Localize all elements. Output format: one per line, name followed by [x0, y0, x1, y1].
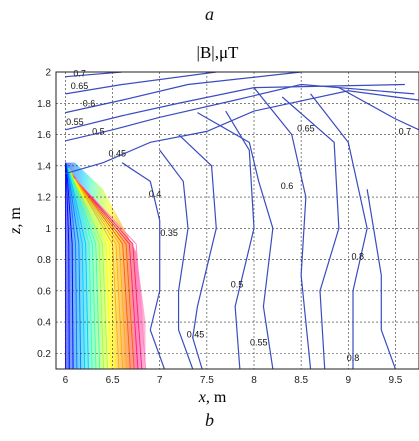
dense-contour-line — [71, 172, 120, 369]
contour-label: 0.7 — [73, 69, 86, 79]
contour-line — [65, 72, 217, 95]
y-tick-label: 0.6 — [37, 286, 51, 297]
x-tick-label: 6 — [63, 375, 69, 386]
x-tick-label: 7 — [157, 375, 163, 386]
dense-contour-line — [68, 167, 93, 369]
dense-contour-line — [72, 175, 131, 369]
dense-contour-line — [71, 173, 124, 369]
x-tick-label: 8.5 — [294, 375, 308, 386]
contour-label: 0.55 — [66, 117, 84, 127]
dense-contour-line — [68, 168, 97, 369]
contour-line — [65, 72, 302, 114]
y-tick-label: 0.4 — [37, 318, 51, 329]
y-tick-label: 1.8 — [37, 99, 51, 110]
dense-contour-line — [66, 165, 82, 369]
contour-label: 0.35 — [160, 228, 178, 238]
contour-label: 0.55 — [250, 338, 268, 348]
dense-contour-line — [74, 177, 143, 369]
y-tick-label: 0.8 — [37, 255, 51, 266]
y-tick-label: 0.2 — [37, 349, 51, 360]
contour-line — [253, 87, 312, 369]
dense-contour-region — [64, 162, 147, 369]
contour-line — [65, 72, 123, 78]
chart-title: |B|,μT — [197, 43, 240, 62]
contour-line — [225, 110, 255, 369]
panel-label-b: b — [205, 410, 214, 430]
contour-label: 0.8 — [351, 252, 364, 262]
dense-contour-line — [69, 169, 101, 369]
contour-label: 0.65 — [297, 123, 315, 133]
x-axis-label: x, m — [198, 389, 227, 406]
contour-label: 0.5 — [92, 127, 105, 137]
contour-label: 0.6 — [281, 181, 294, 191]
contour-label: 0.5 — [231, 280, 244, 290]
dense-contour-line — [69, 169, 105, 369]
contour-labels: 0.7 0.65 0.6 0.55 0.5 0.45 0.4 0.35 0.45 0.5 0.55 0… — [66, 69, 411, 363]
contour-line — [65, 90, 419, 175]
dense-contour-line — [73, 175, 135, 369]
contour-line — [178, 134, 217, 369]
contour-line — [281, 96, 340, 369]
contour-label: 0.7 — [399, 127, 412, 137]
x-tick-label: 7.5 — [200, 375, 214, 386]
x-tick-label: 9.5 — [388, 375, 402, 386]
contour-label: 0.45 — [109, 148, 127, 158]
x-tick-label: 9 — [346, 375, 352, 386]
contour-lines — [65, 72, 419, 369]
y-tick-labels: 0.2 0.4 0.6 0.8 1 1.2 1.4 1.6 1.8 2 — [37, 68, 51, 360]
dense-contour-line — [72, 174, 127, 369]
y-tick-label: 1 — [45, 224, 51, 235]
dense-contour-line — [67, 167, 89, 369]
contour-label: 0.4 — [149, 189, 162, 199]
panel-label-a: a — [205, 4, 214, 24]
contour-label: 0.6 — [83, 98, 96, 108]
dense-contour-line — [65, 164, 74, 369]
contour-line — [338, 87, 419, 131]
dense-contour-line — [65, 163, 70, 369]
y-axis-label: z, m — [7, 207, 24, 235]
dense-contour-line — [69, 170, 108, 369]
dense-contour-line — [70, 171, 112, 369]
x-tick-label: 6.5 — [106, 375, 120, 386]
contour-label: 0.65 — [71, 81, 89, 91]
contour-label: 0.45 — [187, 330, 205, 340]
y-tick-label: 1.4 — [37, 161, 51, 172]
contour-line — [197, 112, 274, 369]
contour-line — [159, 149, 194, 369]
y-tick-label: 1.2 — [37, 193, 51, 204]
contour-line — [65, 83, 405, 131]
dense-contour-line — [73, 176, 139, 369]
y-tick-label: 1.6 — [37, 130, 51, 141]
dense-contour-line — [67, 166, 85, 369]
plot-frame — [55, 71, 419, 370]
dense-contour-line — [70, 172, 116, 369]
contour-line — [65, 83, 415, 142]
grid-lines — [56, 71, 419, 369]
contour-line — [121, 162, 165, 369]
x-tick-label: 8 — [251, 375, 257, 386]
dense-contour-line — [74, 177, 147, 369]
contour-line — [310, 93, 368, 369]
dense-contour-line — [66, 164, 78, 369]
contour-line — [366, 189, 396, 369]
y-tick-label: 2 — [45, 68, 51, 79]
contour-label: 0.8 — [347, 353, 360, 363]
x-tick-labels: 6 6.5 7 7.5 8 8.5 9 9.5 — [63, 375, 403, 386]
dense-region-fill — [65, 162, 146, 369]
